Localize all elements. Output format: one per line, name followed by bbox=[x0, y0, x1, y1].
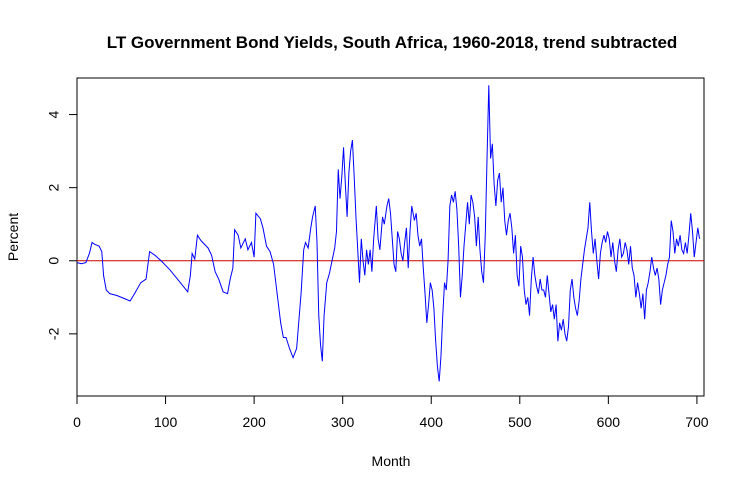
x-tick-label: 500 bbox=[508, 414, 532, 430]
x-tick-label: 200 bbox=[242, 414, 266, 430]
x-tick-label: 100 bbox=[154, 414, 178, 430]
y-axis-label: Percent bbox=[5, 213, 21, 261]
x-tick-label: 700 bbox=[685, 414, 709, 430]
y-tick-label: 4 bbox=[46, 110, 62, 118]
y-tick-label: -2 bbox=[46, 327, 62, 340]
chart-title: LT Government Bond Yields, South Africa,… bbox=[107, 33, 678, 52]
x-tick-label: 0 bbox=[73, 414, 81, 430]
x-tick-label: 600 bbox=[597, 414, 621, 430]
x-tick-label: 300 bbox=[331, 414, 355, 430]
x-tick-label: 400 bbox=[420, 414, 444, 430]
plot-area-frame bbox=[76, 77, 705, 397]
x-axis: 0 100 200 300 400 500 600 700 bbox=[73, 395, 709, 430]
y-tick-label: 2 bbox=[46, 184, 62, 192]
y-axis: -2 0 2 4 bbox=[46, 110, 78, 340]
series-line bbox=[76, 85, 701, 382]
x-axis-label: Month bbox=[372, 453, 411, 469]
y-tick-label: 0 bbox=[46, 257, 62, 265]
